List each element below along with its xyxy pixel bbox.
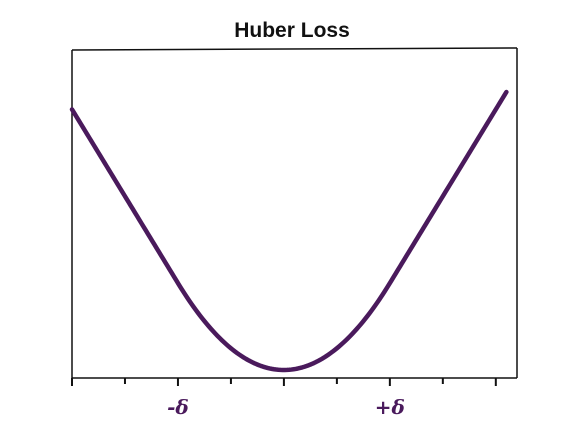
x-axis-ticks (71, 378, 497, 386)
x-tick-label-1: +δ (375, 395, 405, 419)
series-line-0 (69, 89, 509, 373)
plot-frame (71, 47, 518, 379)
chart-title: Huber Loss (234, 19, 350, 42)
huber-loss-curve (69, 89, 509, 373)
frame-top (71, 47, 518, 51)
x-tick-label-0: -δ (167, 395, 189, 419)
x-axis-tick-labels: -δ +δ (167, 395, 405, 419)
